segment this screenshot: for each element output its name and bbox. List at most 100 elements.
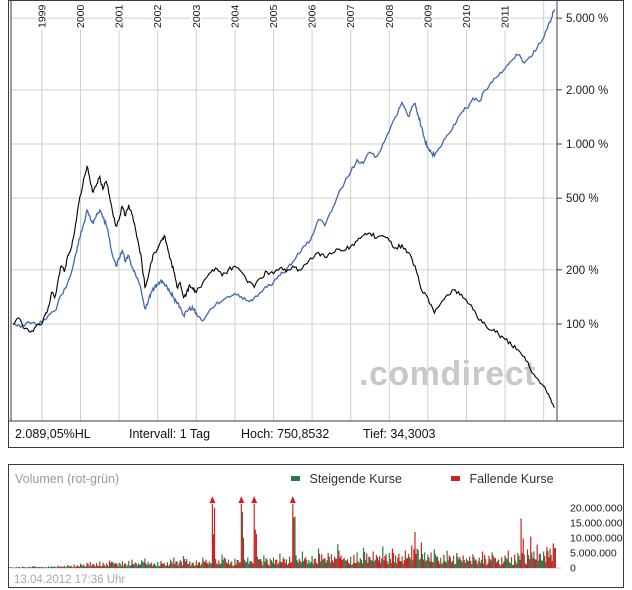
volume-bar [330, 554, 332, 568]
volume-bar [362, 547, 365, 568]
volume-bar [79, 563, 82, 568]
volume-bar [509, 563, 511, 568]
volume-bar [150, 562, 152, 568]
timestamp: 13.04.2012 17:36 Uhr [14, 574, 126, 586]
volume-bar [344, 560, 346, 568]
volume-bar [71, 567, 73, 568]
volume-bar [89, 562, 91, 568]
volume-bar [500, 565, 502, 568]
x-label-backing [190, 1, 202, 30]
volume-bar [60, 566, 62, 568]
volume-bar [33, 566, 36, 568]
volume-bar [311, 556, 313, 568]
volume-bar [377, 560, 380, 568]
volume-bar [485, 559, 487, 568]
volume-bar [510, 557, 513, 568]
volume-bar [69, 566, 71, 568]
volume-bar [158, 566, 160, 568]
volume-bar [93, 565, 96, 568]
volume-bar [318, 553, 321, 568]
volume-bar [235, 564, 237, 568]
x-axis-label: 2010 [461, 4, 473, 28]
volume-bar [406, 558, 409, 568]
volume-bar [56, 567, 58, 568]
volume-bar [45, 567, 47, 568]
volume-bar [551, 561, 553, 568]
volume-bar [218, 560, 220, 568]
volume-bar [136, 565, 138, 568]
volume-bar [533, 551, 535, 568]
volume-bar [231, 561, 233, 568]
volume-bar [131, 559, 133, 568]
volume-bar [84, 566, 86, 568]
volume-bar [270, 560, 272, 568]
volume-bar [292, 504, 294, 568]
volume-bar [40, 567, 42, 568]
volume-bar [94, 566, 97, 568]
volume-bar [515, 560, 517, 568]
volume-bar [478, 557, 480, 568]
volume-bar [104, 566, 106, 568]
volume-spike-arrow-icon [238, 496, 245, 504]
volume-bar [357, 561, 359, 568]
volume-bar [223, 557, 225, 568]
volume-bar [290, 562, 292, 568]
x-axis-label: 2006 [307, 4, 319, 28]
volume-bar [234, 558, 236, 568]
volume-bar [279, 553, 281, 568]
volume-bar [58, 566, 60, 568]
volume-bar [496, 561, 499, 568]
volume-bar [130, 565, 132, 568]
volume-bar [495, 562, 498, 568]
volume-bar [532, 557, 534, 568]
volume-bar [332, 562, 335, 568]
volume-bar [77, 566, 80, 568]
volume-bar [548, 557, 550, 568]
volume-bar [374, 559, 376, 568]
volume-bar [369, 557, 371, 568]
volume-bar [252, 563, 254, 568]
volume-bar [382, 546, 384, 568]
volume-bar [431, 562, 433, 568]
volume-bar [256, 556, 259, 568]
volume-bar [109, 563, 112, 568]
volume-bar [402, 563, 404, 568]
volume-bar [55, 567, 57, 568]
volume-bar [391, 548, 394, 568]
volume-bar [387, 564, 389, 568]
volume-axis-label: 5.000.000 [570, 548, 617, 560]
volume-bar [534, 559, 536, 568]
volume-bar [520, 518, 522, 568]
volume-bar [436, 556, 439, 568]
volume-bar [116, 564, 118, 568]
volume-bar [338, 550, 340, 568]
info-low: Tief: 34,3003 [363, 427, 436, 441]
volume-bar [119, 563, 121, 568]
volume-bar [85, 566, 87, 568]
volume-bar [397, 557, 399, 568]
volume-panel: Volumen (rot-grün) Steigende Kurse Falle… [8, 464, 624, 588]
volume-bar [462, 555, 464, 568]
volume-bar [72, 567, 74, 568]
volume-bar [52, 567, 54, 568]
volume-bar [355, 562, 357, 568]
volume-bar [213, 507, 216, 568]
volume-bar [63, 565, 66, 568]
volume-bar [507, 550, 509, 568]
volume-bar [226, 563, 229, 568]
volume-bar [202, 557, 204, 568]
volume-bar [87, 563, 89, 568]
volume-bar [62, 566, 65, 568]
volume-bar [297, 562, 299, 568]
volume-bar [443, 554, 445, 568]
volume-bar [193, 565, 195, 568]
volume-bar [134, 562, 136, 568]
volume-bar [129, 566, 131, 568]
volume-bar [121, 561, 123, 568]
volume-bar [159, 565, 161, 568]
volume-bar [288, 556, 291, 568]
volume-bar [353, 554, 355, 568]
volume-bar [187, 563, 189, 568]
volume-bar [9, 567, 11, 568]
